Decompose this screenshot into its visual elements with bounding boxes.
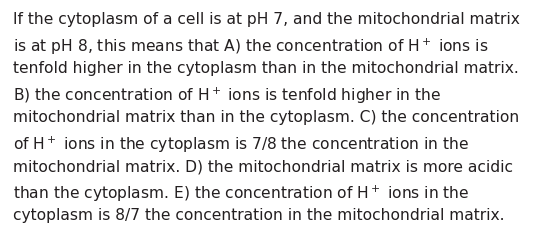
Text: of H$^+$ ions in the cytoplasm is 7/8 the concentration in the: of H$^+$ ions in the cytoplasm is 7/8 th… [13, 134, 469, 154]
Text: than the cytoplasm. E) the concentration of H$^+$ ions in the: than the cytoplasm. E) the concentration… [13, 183, 469, 203]
Text: mitochondrial matrix than in the cytoplasm. C) the concentration: mitochondrial matrix than in the cytopla… [13, 109, 519, 124]
Text: mitochondrial matrix. D) the mitochondrial matrix is more acidic: mitochondrial matrix. D) the mitochondri… [13, 158, 513, 173]
Text: B) the concentration of H$^+$ ions is tenfold higher in the: B) the concentration of H$^+$ ions is te… [13, 85, 441, 105]
Text: is at pH 8, this means that A) the concentration of H$^+$ ions is: is at pH 8, this means that A) the conce… [13, 36, 488, 57]
Text: cytoplasm is 8/7 the concentration in the mitochondrial matrix.: cytoplasm is 8/7 the concentration in th… [13, 207, 504, 222]
Text: tenfold higher in the cytoplasm than in the mitochondrial matrix.: tenfold higher in the cytoplasm than in … [13, 61, 519, 76]
Text: If the cytoplasm of a cell is at pH 7, and the mitochondrial matrix: If the cytoplasm of a cell is at pH 7, a… [13, 12, 520, 27]
